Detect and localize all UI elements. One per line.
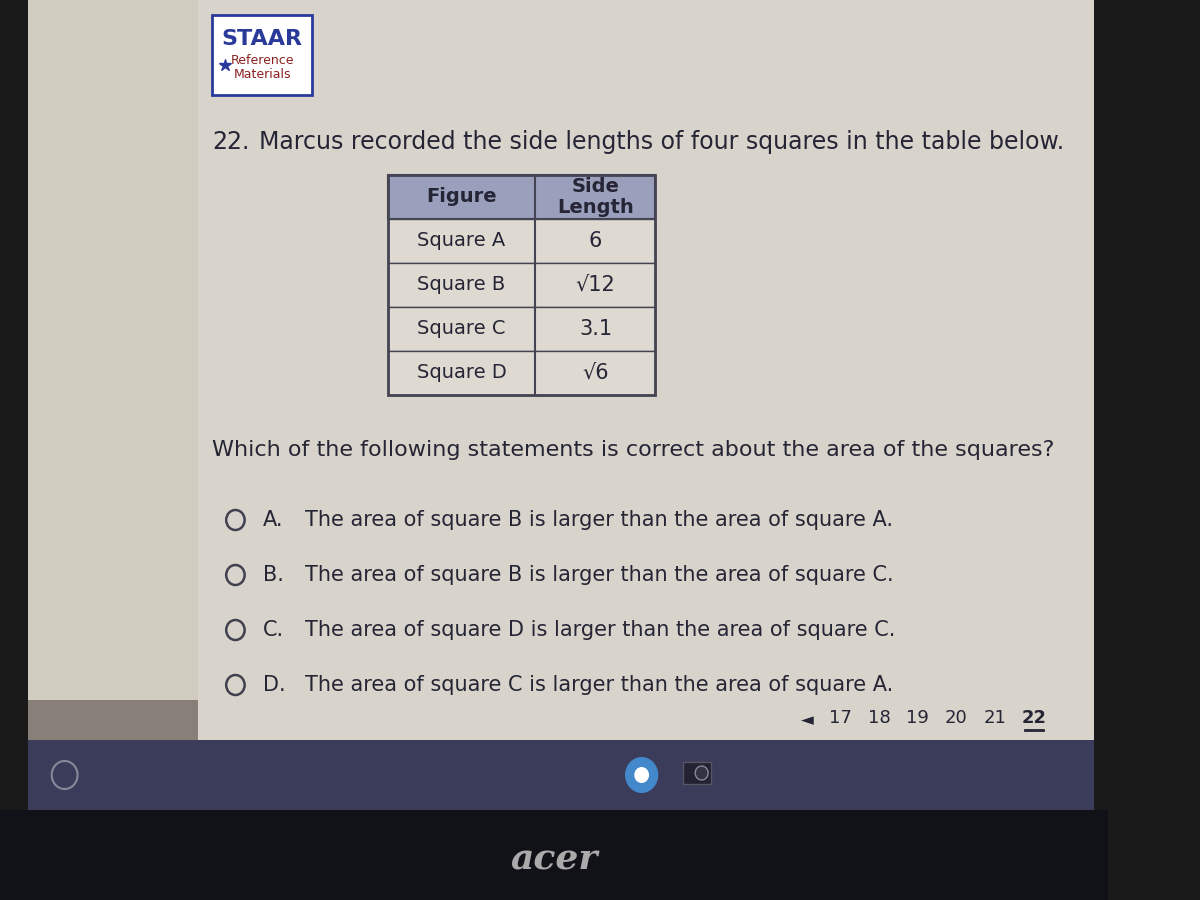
Bar [388,263,655,307]
Text: √6: √6 [582,363,608,383]
Text: Square D: Square D [416,364,506,382]
Circle shape [695,766,708,780]
Text: 17: 17 [829,709,852,727]
Text: Which of the following statements is correct about the area of the squares?: Which of the following statements is cor… [212,440,1055,460]
Bar [388,175,655,219]
Text: A.: A. [263,510,283,530]
Text: Figure: Figure [426,187,497,206]
Text: Reference: Reference [230,53,294,67]
Text: B.: B. [263,565,284,585]
Text: The area of square B is larger than the area of square C.: The area of square B is larger than the … [305,565,893,585]
Bar [388,175,655,395]
Text: Side
Length: Side Length [557,177,634,217]
Bar [683,762,710,784]
Bar [198,0,1094,740]
Text: 19: 19 [906,709,929,727]
Text: 22: 22 [1021,709,1046,727]
Text: 3.1: 3.1 [578,319,612,339]
Text: STAAR: STAAR [222,29,302,49]
Text: √12: √12 [576,275,616,295]
Text: 18: 18 [868,709,890,727]
Text: Square C: Square C [418,320,506,338]
Bar [28,0,1094,740]
Text: 6: 6 [589,231,602,251]
Text: The area of square B is larger than the area of square A.: The area of square B is larger than the … [305,510,893,530]
Bar [388,307,655,351]
Bar [0,0,28,900]
Bar [28,700,1094,740]
Text: 20: 20 [946,709,968,727]
Text: C.: C. [263,620,284,640]
Text: Materials: Materials [234,68,290,82]
Bar [212,15,312,95]
Text: Square B: Square B [418,275,505,294]
Text: acer: acer [510,843,598,877]
Bar [1094,0,1108,900]
Text: The area of square C is larger than the area of square A.: The area of square C is larger than the … [305,675,893,695]
Text: 21: 21 [984,709,1007,727]
Text: Marcus recorded the side lengths of four squares in the table below.: Marcus recorded the side lengths of four… [258,130,1063,154]
Bar [388,351,655,395]
Text: 22.: 22. [212,130,250,154]
Text: D.: D. [263,675,286,695]
Text: ◄: ◄ [802,711,815,729]
Circle shape [625,757,659,793]
Text: The area of square D is larger than the area of square C.: The area of square D is larger than the … [305,620,895,640]
Bar [28,740,1094,810]
Bar [388,219,655,263]
Circle shape [635,767,649,783]
Bar [0,810,1108,900]
Text: Square A: Square A [418,231,505,250]
